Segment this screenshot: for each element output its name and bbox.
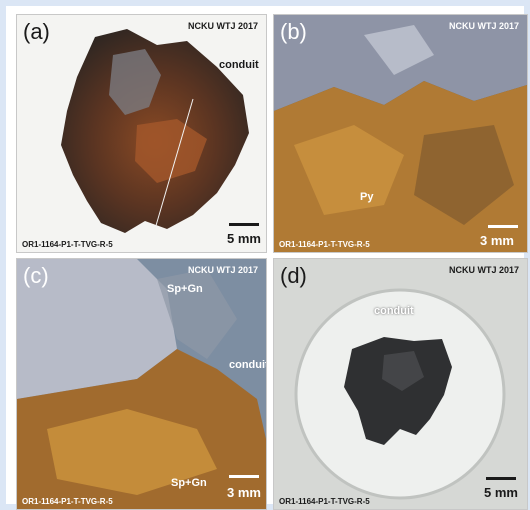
sample-id: OR1-1164-P1-T-TVG-R-5	[279, 240, 370, 249]
annotation-sp-gn: Sp+Gn	[171, 477, 207, 489]
panel-b: (b) NCKU WTJ 2017 Py 3 mm OR1-1164-P1-T-…	[273, 14, 528, 253]
scale-label: 3 mm	[480, 233, 514, 248]
scale-label: 5 mm	[227, 231, 261, 246]
rock-photo-d	[274, 259, 527, 509]
scale-bar	[486, 477, 516, 480]
scale-bar	[229, 475, 259, 478]
panel-letter: (d)	[280, 263, 307, 288]
panel-letter: (b)	[280, 19, 307, 44]
annotation-conduit: conduit	[374, 305, 414, 317]
panel-letter: (c)	[23, 263, 49, 288]
annotation-conduit: conduit	[229, 359, 267, 371]
sample-id: OR1-1164-P1-T-TVG-R-5	[279, 497, 370, 506]
annotation-conduit: conduit	[219, 59, 259, 71]
scale-bar	[229, 223, 259, 226]
rock-photo-a	[61, 29, 249, 233]
panel-c: (c) NCKU WTJ 2017 Sp+Gn conduit Sp+Gn 3 …	[16, 258, 267, 510]
scale-label: 5 mm	[484, 485, 518, 500]
scale-bar	[488, 225, 518, 228]
scale-label: 3 mm	[227, 485, 261, 500]
panel-a: (a) NCKU WTJ 2017 conduit 5 mm OR1-1164-…	[16, 14, 267, 253]
photo-credit: NCKU WTJ 2017	[448, 265, 519, 275]
sample-id: OR1-1164-P1-T-TVG-R-5	[22, 240, 113, 249]
rock-photo-b	[274, 15, 527, 252]
photo-credit: NCKU WTJ 2017	[187, 265, 258, 275]
sample-id: OR1-1164-P1-T-TVG-R-5	[22, 497, 113, 506]
panel-d: (d) NCKU WTJ 2017 conduit 5 mm OR1-1164-…	[273, 258, 528, 510]
rock-photo-c	[17, 259, 266, 509]
annotation-sp-gn: Sp+Gn	[167, 283, 203, 295]
annotation-py: Py	[360, 191, 374, 203]
photo-credit: NCKU WTJ 2017	[187, 21, 258, 31]
panel-letter: (a)	[23, 19, 50, 44]
photo-credit: NCKU WTJ 2017	[448, 21, 519, 31]
figure-frame: (a) NCKU WTJ 2017 conduit 5 mm OR1-1164-…	[6, 6, 528, 510]
